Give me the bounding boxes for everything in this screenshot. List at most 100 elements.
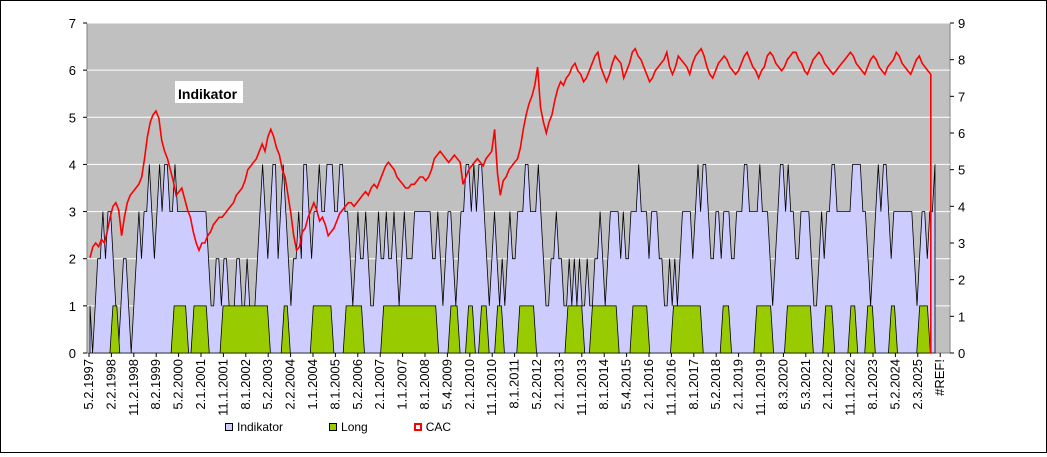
x-tick-label: 8.2.1999 <box>148 359 163 410</box>
legend-item-indikator: Indikator <box>225 420 283 434</box>
x-axis-ticks: 5.2.1997 2.2.1998 11.2.1998 8.2.1999 5.2.200… <box>81 353 947 416</box>
legend-swatch-long <box>329 423 338 431</box>
long-segment <box>309 305 335 354</box>
long-segment <box>564 305 586 354</box>
long-segment <box>864 305 876 354</box>
long-segment <box>342 305 365 354</box>
long-segment <box>916 305 931 354</box>
left-tick-label: 5 <box>69 110 76 125</box>
long-segment <box>465 305 476 354</box>
annotation-box: Indikator <box>175 81 243 103</box>
x-tick-label: 11.1.2010 <box>484 359 499 416</box>
x-tick-label: 5.2.1997 <box>81 359 96 410</box>
long-segment <box>380 305 440 354</box>
x-tick-label: 5.2.2003 <box>260 359 275 410</box>
x-tick-label: #REF! <box>932 359 947 396</box>
x-tick-label: 5.2.2018 <box>708 359 723 410</box>
x-tick-label: 11.1.2001 <box>215 359 230 416</box>
x-tick-label: 11.1.2022 <box>843 359 858 416</box>
x-tick-label: 1.1.2004 <box>305 359 320 410</box>
x-tick-label: 11.1.2016 <box>663 359 678 416</box>
right-tick-label: 4 <box>958 199 965 214</box>
legend-swatch-indikator <box>225 423 233 431</box>
x-tick-label: 11.2.1998 <box>126 359 141 416</box>
right-tick-label: 5 <box>958 163 965 178</box>
long-segment <box>822 305 836 354</box>
x-tick-label: 8.1.2005 <box>327 359 342 410</box>
right-tick-label: 9 <box>958 16 965 31</box>
annotation-label: Indikator <box>178 86 238 102</box>
x-tick-label: 2.2.1998 <box>103 359 118 410</box>
x-tick-label: 2.1.2016 <box>641 359 656 410</box>
long-segment <box>478 305 490 354</box>
x-tick-label: 2.3.2025 <box>910 359 925 410</box>
long-area <box>109 305 931 354</box>
long-segment <box>847 305 859 354</box>
x-tick-label: 2.1.2007 <box>372 359 387 410</box>
long-segment <box>494 305 505 354</box>
x-tick-label: 5.2.2000 <box>171 359 186 410</box>
long-segment <box>280 305 291 354</box>
x-tick-label: 5.2.2006 <box>350 359 365 410</box>
x-tick-label: 2.1.2010 <box>462 359 477 410</box>
long-segment <box>190 305 210 354</box>
left-tick-label: 7 <box>69 16 76 31</box>
x-tick-label: 8.1.2014 <box>596 359 611 410</box>
left-tick-label: 4 <box>69 157 76 172</box>
right-tick-label: 1 <box>958 309 965 324</box>
long-segment <box>784 305 814 354</box>
x-tick-label: 8.1.2008 <box>417 359 432 410</box>
x-tick-label: 2.1.2022 <box>820 359 835 410</box>
right-axis-ticks: 0 1 2 3 4 5 6 7 8 9 <box>950 16 965 361</box>
x-tick-label: 8.3.2020 <box>775 359 790 410</box>
long-segment <box>109 305 121 354</box>
long-segment <box>888 305 898 354</box>
long-segment <box>629 305 651 354</box>
x-tick-label: 5.4.2009 <box>439 359 454 410</box>
legend: Indikator Long CAC <box>225 419 497 435</box>
legend-label-cac: CAC <box>425 420 452 434</box>
right-tick-label: 7 <box>958 89 965 104</box>
left-axis-ticks: 0 1 2 3 4 5 6 7 <box>69 16 87 361</box>
left-tick-label: 0 <box>69 346 76 361</box>
right-tick-label: 6 <box>958 126 965 141</box>
legend-swatch-cac <box>413 423 422 431</box>
legend-label-long: Long <box>341 420 368 434</box>
x-tick-label: 1.1.2007 <box>395 359 410 410</box>
left-tick-label: 3 <box>69 205 76 220</box>
right-tick-label: 2 <box>958 273 965 288</box>
right-tick-label: 3 <box>958 236 965 251</box>
right-tick-label: 0 <box>958 346 965 361</box>
x-tick-label: 2.2.2004 <box>283 359 298 410</box>
x-tick-label: 11.1.2013 <box>574 359 589 416</box>
x-tick-label: 2.1.2001 <box>193 359 208 410</box>
long-segment <box>588 305 620 354</box>
left-tick-label: 6 <box>69 63 76 78</box>
x-tick-label: 5.2.2024 <box>887 359 902 410</box>
cac-line <box>89 47 932 353</box>
x-tick-label: 8.1.2011 <box>507 359 522 409</box>
right-tick-label: 8 <box>958 53 965 68</box>
long-segment <box>719 305 732 354</box>
long-segment <box>219 305 271 354</box>
x-tick-label: 8.1.2017 <box>686 359 701 410</box>
left-tick-label: 2 <box>69 252 76 267</box>
legend-item-cac: CAC <box>413 420 452 434</box>
x-tick-label: 8.1.2002 <box>238 359 253 410</box>
long-segment <box>516 305 537 354</box>
legend-label-indikator: Indikator <box>237 420 284 434</box>
x-tick-label: 2.1.2013 <box>551 359 566 410</box>
long-segment <box>753 305 775 354</box>
x-tick-label: 5.4.2015 <box>619 359 634 410</box>
x-tick-label: 5.2.2012 <box>529 359 544 410</box>
legend-item-long: Long <box>329 420 368 434</box>
long-segment <box>170 305 190 354</box>
long-segment <box>447 305 461 354</box>
left-tick-label: 1 <box>69 299 76 314</box>
long-segment <box>670 305 704 354</box>
x-tick-label: 2.1.2019 <box>731 359 746 410</box>
x-tick-label: 11.1.2019 <box>753 359 768 416</box>
x-tick-label: 8.1.2023 <box>865 359 880 410</box>
